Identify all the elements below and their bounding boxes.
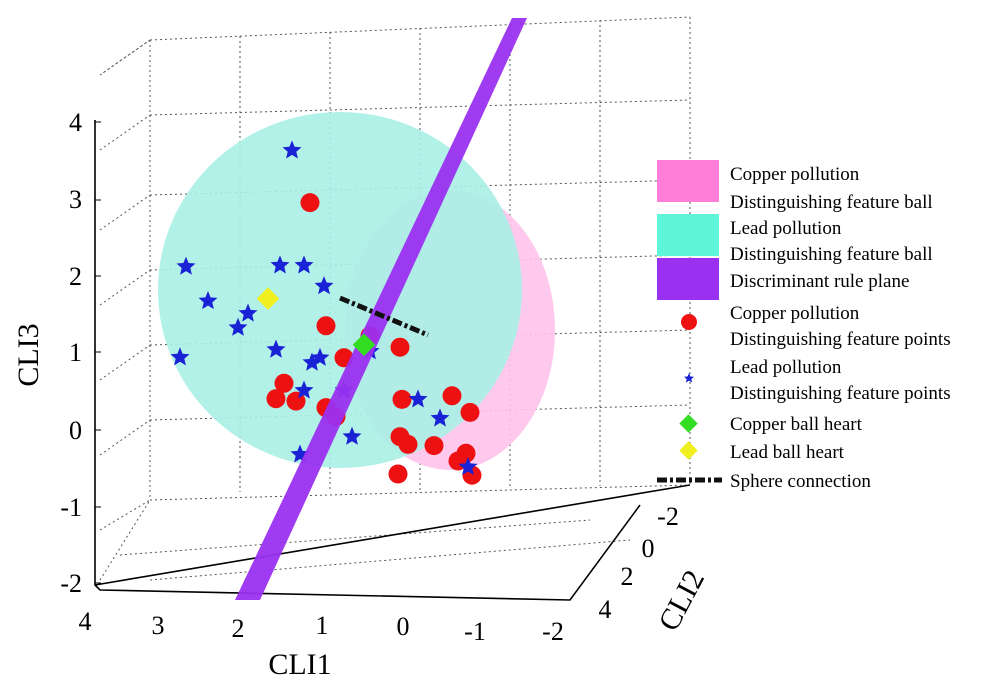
copper-feature-point	[266, 389, 286, 409]
copper-feature-point	[390, 337, 410, 357]
copper-feature-point	[316, 316, 336, 336]
lead-feature-point	[310, 347, 330, 366]
z-tick-label: 2	[69, 262, 82, 291]
lead-ball-heart	[256, 287, 280, 310]
z-tick-label: -1	[60, 493, 82, 522]
lead-feature-point	[430, 408, 450, 427]
lead-feature-point	[270, 255, 290, 274]
x-axis-label: CLI1	[268, 648, 331, 681]
z-tick-label: -2	[60, 569, 82, 598]
legend-label: Distinguishing feature points	[730, 383, 951, 404]
legend-label: Lead pollution	[730, 357, 842, 378]
legend-copper-heart-marker	[679, 414, 698, 433]
legend: Copper pollution Distinguishing feature …	[657, 160, 951, 492]
z-tick-label: 4	[69, 108, 82, 137]
copper-feature-point	[300, 193, 320, 213]
lead-feature-point	[458, 457, 478, 476]
legend-label: Sphere connection	[730, 471, 871, 492]
z-tick-label: 0	[69, 416, 82, 445]
z-axis-ticks	[95, 121, 101, 584]
lead-feature-point	[294, 255, 314, 274]
z-axis-label: CLI3	[12, 323, 45, 386]
lead-feature-point	[282, 140, 302, 159]
copper-feature-point	[388, 464, 408, 484]
copper-feature-point	[460, 402, 480, 422]
legend-label: Lead pollution	[730, 218, 842, 239]
x-tick-label: -2	[542, 617, 564, 646]
lead-feature-point	[176, 256, 196, 275]
sphere-connection-line	[339, 295, 429, 338]
x-tick-label: 4	[79, 607, 92, 636]
copper-feature-point	[398, 434, 418, 454]
z-tick-labels: 4 3 2 1 0 -1 -2	[60, 108, 82, 598]
x-tick-label: -1	[464, 617, 486, 646]
x-tick-label: 2	[232, 614, 245, 643]
legend-label: Copper pollution	[730, 303, 860, 324]
lead-feature-point	[238, 303, 258, 322]
copper-feature-point	[424, 436, 444, 456]
copper-feature-point	[392, 389, 412, 409]
y-axis-label: CLI2	[652, 565, 711, 636]
lead-feature-point	[170, 347, 190, 366]
y-tick-label: 4	[599, 595, 612, 624]
lead-feature-point	[266, 339, 286, 358]
z-tick-label: 3	[69, 185, 82, 214]
legend-copper-point-marker	[681, 314, 697, 330]
x-tick-labels: 4 3 2 1 0 -1 -2	[79, 607, 564, 646]
lead-feature-point	[408, 389, 428, 408]
lead-feature-point	[342, 426, 362, 445]
x-tick-label: 0	[397, 612, 410, 641]
legend-label: Discriminant rule plane	[730, 271, 909, 292]
ball-hearts-group	[256, 287, 376, 357]
y-tick-label: 2	[621, 562, 634, 591]
x-tick-label: 3	[152, 611, 165, 640]
lead-feature-point	[314, 276, 334, 295]
lead-feature-point	[302, 352, 322, 371]
z-tick-label: 1	[69, 338, 82, 367]
legend-lead-heart-marker	[679, 441, 698, 460]
x-tick-label: 1	[316, 611, 329, 640]
legend-lead-ball-swatch	[657, 214, 719, 256]
legend-label: Distinguishing feature points	[730, 329, 951, 350]
legend-label: Lead ball heart	[730, 442, 845, 463]
legend-plane-swatch	[657, 258, 719, 300]
lead-feature-point	[228, 317, 248, 336]
legend-label: Copper pollution	[730, 164, 860, 185]
copper-feature-point	[274, 373, 294, 393]
lead-feature-point	[294, 380, 314, 399]
legend-label: Copper ball heart	[730, 414, 863, 435]
lead-feature-point	[198, 291, 218, 310]
legend-lead-point-marker	[684, 373, 694, 383]
legend-label: Distinguishing feature ball	[730, 244, 933, 265]
legend-copper-ball-swatch	[657, 160, 719, 202]
y-tick-labels: -2 0 2 4	[599, 502, 679, 624]
copper-ball-heart	[352, 333, 376, 357]
copper-feature-point	[442, 386, 462, 406]
legend-label: Distinguishing feature ball	[730, 192, 933, 213]
discriminant-rule-plane	[235, 18, 527, 600]
y-tick-label: -2	[657, 502, 679, 531]
y-tick-label: 0	[642, 534, 655, 563]
